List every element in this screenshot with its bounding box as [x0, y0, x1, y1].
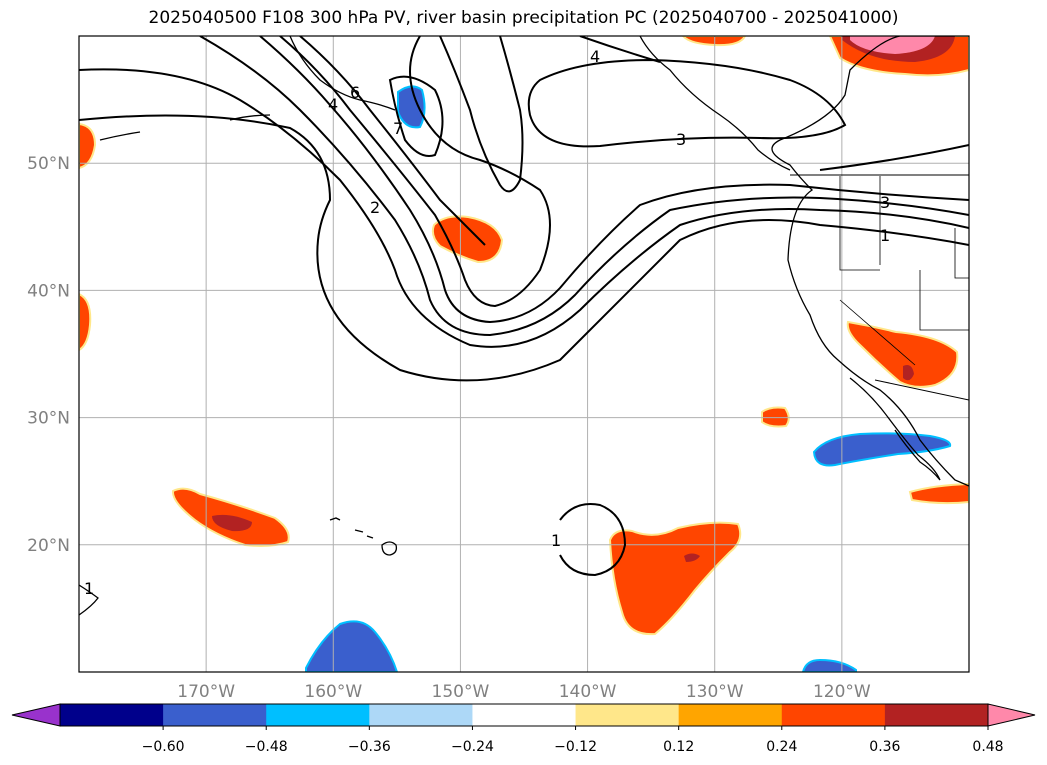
pv-contour-7	[388, 75, 444, 157]
contour-label: 4	[590, 47, 600, 66]
colorbar-segment	[884, 704, 989, 726]
colorbar-segment	[163, 704, 267, 726]
colorbar-segment	[369, 704, 473, 726]
longitude-tick-label: 160°W	[304, 682, 362, 702]
precip-area-west-lower	[79, 292, 92, 352]
contour-label: 1	[551, 531, 561, 550]
map-title: 2025040500 F108 300 hPa PV, river basin …	[148, 8, 899, 28]
latitude-tick-label: 50°N	[27, 154, 70, 174]
longitude-labels: 170°W 160°W 150°W 140°W 130°W 120°W	[177, 682, 871, 702]
pv-contour-8	[439, 36, 524, 193]
longitude-tick-label: 130°W	[686, 682, 744, 702]
colorbar-tick-label: 0.48	[972, 739, 1003, 755]
pv-contour-2	[79, 68, 969, 348]
colorbar-tick-label: −0.60	[142, 739, 185, 755]
contour-label: 7	[393, 119, 403, 138]
map-background	[79, 36, 969, 672]
colorbar-tick-label: −0.24	[451, 739, 494, 755]
pv-contour-6	[299, 36, 486, 246]
colorbar-segment	[266, 704, 370, 726]
coastlines	[79, 36, 969, 616]
latitude-labels: 50°N 40°N 30°N 20°N	[27, 154, 70, 556]
colorbar-tick-label: 0.24	[766, 739, 797, 755]
contour-label: 1	[84, 579, 94, 598]
pv-contour-5	[279, 36, 551, 308]
colorbar-labels: −0.60 −0.48 −0.36 −0.24 −0.12 0.12 0.24 0.36 0.4…	[142, 726, 1004, 755]
colorbar-frame	[59, 703, 989, 727]
pv-contour-11	[819, 144, 969, 171]
longitude-tick-label: 120°W	[813, 682, 871, 702]
gridlines	[79, 36, 969, 672]
precip-area-east-23n	[908, 482, 969, 505]
coast-baja	[849, 377, 941, 481]
colorbar-tick-label: −0.48	[245, 739, 288, 755]
pv-contour-4	[259, 36, 969, 324]
colorbar-segment	[678, 704, 783, 726]
precip-area-west-upper	[79, 122, 97, 170]
precip-area-30n	[761, 406, 790, 428]
precip-negative-baja	[812, 432, 952, 467]
contour-label: 6	[350, 83, 360, 102]
colorbar-segment	[781, 704, 886, 726]
colorbar-tick-label: −0.36	[348, 739, 391, 755]
colorbar-tick-label: −0.12	[554, 739, 597, 755]
coast-north-america	[771, 36, 969, 487]
precip-negative-southeast	[801, 658, 857, 672]
latitude-tick-label: 20°N	[27, 536, 70, 556]
longitude-tick-label: 170°W	[177, 682, 235, 702]
hawaii-islands	[329, 517, 398, 556]
precip-area-subtropical	[608, 521, 742, 636]
colorbar	[11, 703, 1036, 727]
colorbar-tick-label: 0.12	[663, 739, 694, 755]
latitude-tick-label: 30°N	[27, 409, 70, 429]
colorbar-segment	[472, 704, 577, 726]
contour-label: 4	[328, 95, 338, 114]
pv-contour-3	[199, 36, 969, 337]
pv-contour-1	[79, 114, 969, 382]
contour-label: 2	[370, 198, 380, 217]
precip-area-45n	[431, 215, 504, 264]
pv-contours	[79, 36, 969, 577]
longitude-tick-label: 150°W	[432, 682, 490, 702]
pv-contour-12	[559, 503, 627, 577]
contour-label: 3	[676, 130, 686, 149]
longitude-tick-label: 140°W	[559, 682, 617, 702]
contour-label: 1	[880, 226, 890, 245]
pv-contour-labels: 6 4 7 2 4 3 3 1 1 1	[84, 47, 890, 598]
pv-contour-10	[579, 36, 661, 63]
colorbar-segment	[60, 704, 164, 726]
colorbar-extend-max	[987, 703, 1036, 727]
precip-negative-south	[305, 620, 399, 672]
border-us-mexico	[874, 379, 969, 401]
latitude-tick-label: 40°N	[27, 281, 70, 301]
precipitation-field	[79, 36, 969, 672]
state-borders	[839, 176, 969, 366]
map-frame	[78, 35, 970, 673]
colorbar-tick-label: 0.36	[869, 739, 900, 755]
colorbar-extend-min	[11, 703, 61, 727]
contour-label: 3	[880, 193, 890, 212]
colorbar-segment	[575, 704, 680, 726]
